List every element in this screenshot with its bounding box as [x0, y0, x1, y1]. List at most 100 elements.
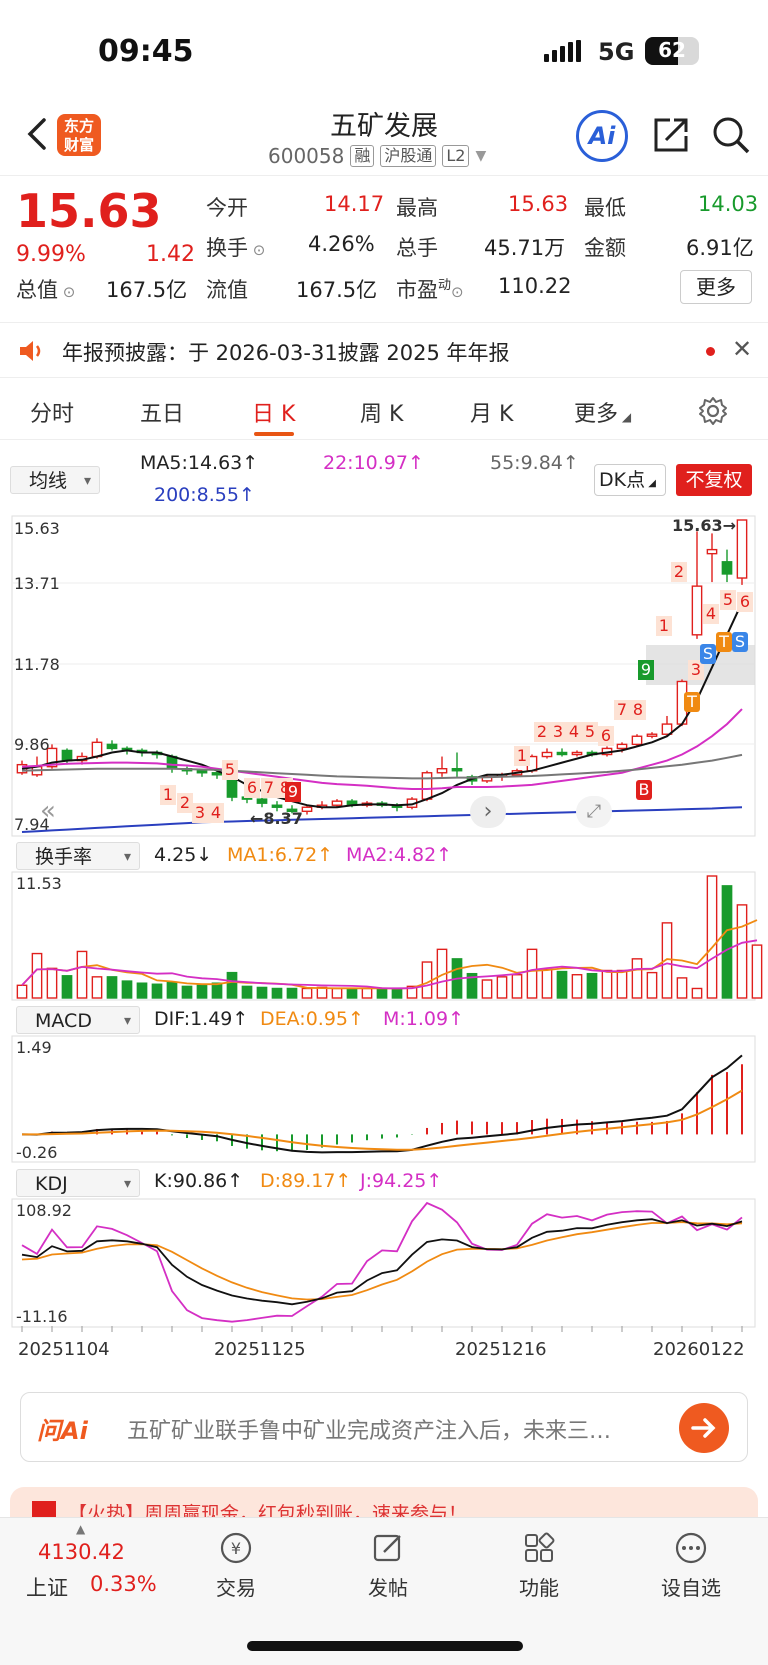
- turnover-ma2: MA2:4.82↑: [346, 844, 453, 866]
- turnover-bar: [616, 969, 628, 999]
- notice-text: 年报预披露：于 2026-03-31披露 2025 年年报: [62, 341, 510, 365]
- mcap-label: 总值 ⊙: [16, 278, 76, 302]
- home-indicator: [247, 1641, 523, 1651]
- top-seq-marker: 9: [638, 660, 654, 680]
- turnover-value: 4.26%: [308, 232, 375, 256]
- turnover-frame: [11, 871, 756, 1001]
- turnover-selector[interactable]: 换手率: [16, 842, 140, 871]
- turnover-bar: [676, 977, 688, 999]
- bottom-bar: 4130.42 上证 0.33% ▲ ¥ 交易 发帖 功能 设自选: [0, 1517, 768, 1665]
- info-icon[interactable]: ⊙: [248, 241, 266, 259]
- scroll-right-icon[interactable]: ›: [470, 796, 506, 828]
- low-label: 最低: [584, 196, 626, 220]
- turnover-bar: [286, 987, 298, 999]
- ma-line-ma55: [21, 753, 743, 780]
- legend-ma55: 55:9.84↑: [490, 452, 579, 474]
- ask-ai-bar[interactable]: 问Ai 五矿矿业联手鲁中矿业完成资产注入后，未来三…: [20, 1392, 748, 1462]
- top-seq-marker: 5: [582, 722, 598, 742]
- info-icon[interactable]: ⊙: [451, 283, 464, 301]
- nav-trade[interactable]: ¥ 交易: [181, 1530, 291, 1601]
- tab-5day[interactable]: 五日: [140, 402, 185, 427]
- late-seq-marker: 4: [703, 604, 719, 624]
- arrow-right-icon[interactable]: [679, 1403, 729, 1453]
- more-dots-icon: [675, 1532, 707, 1564]
- t-marker: T: [684, 692, 700, 712]
- y-label-top: 15.63: [14, 519, 60, 538]
- top-seq-marker: 3: [550, 722, 566, 742]
- candle-body: [301, 806, 313, 813]
- candle-body: [61, 749, 73, 762]
- pe-label: 市盈动⊙: [396, 278, 464, 302]
- expand-icon[interactable]: ⤢: [576, 796, 612, 828]
- turnover-bar: [691, 987, 703, 999]
- nav-watchlist[interactable]: 设自选: [636, 1530, 746, 1601]
- tab-monthly[interactable]: 月 K: [470, 402, 514, 427]
- stock-name: 五矿发展: [330, 111, 438, 142]
- tab-daily[interactable]: 日 K: [252, 402, 296, 427]
- index-value[interactable]: 4130.42: [38, 1540, 125, 1564]
- x-label-4: 20260122: [653, 1339, 745, 1360]
- turnover-bar: [256, 986, 268, 999]
- candle-body: [196, 770, 208, 774]
- search-icon[interactable]: [710, 114, 752, 156]
- turnover-bar: [511, 974, 523, 999]
- turnover-bar: [226, 971, 238, 999]
- promo-banner[interactable]: 【火热】周周赢现金，红包秒到账，速来参与！: [10, 1487, 758, 1517]
- turnover-bar: [391, 987, 403, 999]
- grid-icon: [525, 1532, 555, 1562]
- candle-body: [646, 733, 658, 737]
- turnover-bar: [751, 944, 763, 999]
- volume-label: 总手: [396, 236, 438, 260]
- turnover-bar: [331, 987, 343, 999]
- signal-icon: [544, 40, 581, 62]
- turnover-bar: [481, 979, 493, 999]
- svg-text:¥: ¥: [231, 1539, 241, 1558]
- open-value: 14.17: [324, 192, 385, 216]
- info-icon[interactable]: ⊙: [58, 283, 76, 301]
- amount-label: 金额: [584, 236, 626, 260]
- tab-intraday[interactable]: 分时: [30, 402, 75, 427]
- tab-weekly[interactable]: 周 K: [360, 402, 404, 427]
- close-icon[interactable]: ✕: [732, 335, 753, 363]
- y-label-3: 11.78: [14, 655, 60, 674]
- turnover-bar: [31, 952, 43, 999]
- chevron-down-icon[interactable]: ▼: [475, 148, 487, 164]
- high-value: 15.63: [508, 192, 569, 216]
- turnover-bar: [61, 975, 73, 999]
- mcap-value: 167.5亿: [106, 278, 188, 302]
- scroll-left-icon[interactable]: «: [40, 796, 56, 826]
- kdj-k-line: [21, 1218, 743, 1306]
- dk-point-button[interactable]: DK点 ◢: [594, 464, 666, 496]
- stock-code-row: 600058 融 沪股通 L2 ▼: [268, 144, 486, 168]
- notice-bar[interactable]: 年报预披露：于 2026-03-31披露 2025 年年报 ✕: [0, 322, 768, 378]
- late-seq-marker: 5: [720, 590, 736, 610]
- share-icon[interactable]: [650, 114, 692, 156]
- kdj-selector[interactable]: KDJ: [16, 1169, 140, 1198]
- nav-post[interactable]: 发帖: [333, 1530, 443, 1601]
- adjust-toggle-button[interactable]: 不复权: [676, 464, 752, 496]
- low-marker: ←8.37: [250, 809, 303, 828]
- kdj-d: D:89.17↑: [260, 1170, 352, 1192]
- tab-more[interactable]: 更多 ◢: [574, 402, 632, 427]
- tag-connect: 沪股通: [380, 145, 437, 167]
- macd-dif: DIF:1.49↑: [154, 1008, 249, 1030]
- ai-button[interactable]: Ai: [576, 110, 628, 162]
- macd-selector[interactable]: MACD: [16, 1006, 140, 1035]
- candle-body: [661, 723, 673, 735]
- tag-l2: L2: [442, 145, 470, 167]
- more-button[interactable]: 更多: [680, 270, 752, 304]
- turnover-bar: [466, 972, 478, 999]
- ma-selector[interactable]: 均线: [10, 466, 100, 495]
- turnover-bar: [166, 981, 178, 999]
- turnover-bar: [196, 984, 208, 999]
- index-pct: 0.33%: [90, 1572, 157, 1596]
- settings-gear-icon[interactable]: [698, 396, 728, 426]
- kline-chart[interactable]: [0, 0, 768, 1380]
- top-seq-marker: 7: [614, 700, 630, 720]
- edit-icon: [373, 1534, 401, 1562]
- turnover-bar: [526, 948, 538, 999]
- back-icon[interactable]: [18, 114, 58, 154]
- nav-functions[interactable]: 功能: [484, 1530, 594, 1601]
- top-seq-marker: 2: [534, 722, 550, 742]
- active-tab-underline: [254, 432, 294, 436]
